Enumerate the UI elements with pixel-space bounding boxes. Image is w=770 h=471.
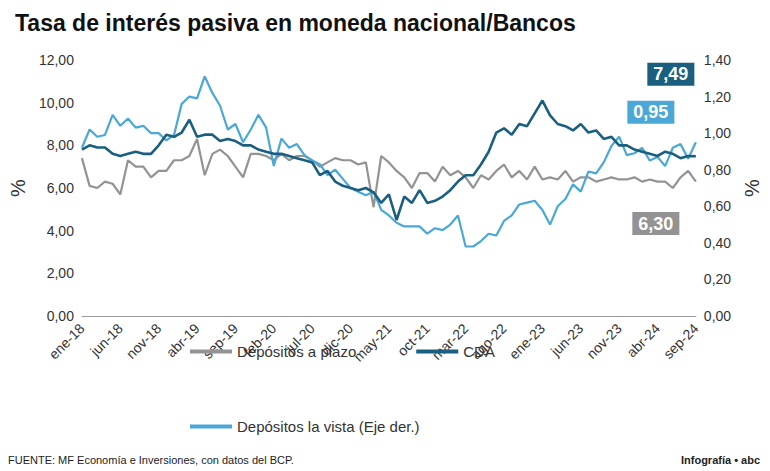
svg-text:Tasa de interés pasiva en mone: Tasa de interés pasiva en moneda naciona…: [15, 10, 576, 36]
svg-text:%: %: [7, 179, 29, 197]
svg-text:0,80: 0,80: [704, 162, 731, 178]
svg-text:nov-18: nov-18: [123, 320, 165, 362]
svg-text:0,40: 0,40: [704, 235, 731, 251]
svg-text:6,30: 6,30: [638, 214, 673, 234]
svg-text:dic-20: dic-20: [317, 320, 357, 359]
svg-text:ago-22: ago-22: [467, 320, 510, 363]
svg-text:ene-23: ene-23: [506, 320, 548, 362]
svg-text:0,00: 0,00: [704, 308, 731, 324]
svg-text:0,95: 0,95: [633, 102, 668, 122]
svg-text:jun-18: jun-18: [86, 320, 126, 360]
svg-text:4,00: 4,00: [47, 223, 74, 239]
svg-text:Depósitos la vista (Eje der.): Depósitos la vista (Eje der.): [237, 418, 420, 435]
svg-text:abr-24: abr-24: [623, 320, 663, 360]
svg-text:ene-18: ene-18: [45, 320, 87, 362]
svg-text:feb-20: feb-20: [240, 320, 280, 360]
svg-text:1,00: 1,00: [704, 125, 731, 141]
svg-text:12,00: 12,00: [39, 52, 74, 68]
svg-text:jul-20: jul-20: [282, 320, 318, 356]
svg-text:0,60: 0,60: [704, 198, 731, 214]
svg-text:FUENTE: MF Economía e Inversio: FUENTE: MF Economía e Inversiones, con d…: [8, 454, 294, 466]
svg-text:6,00: 6,00: [47, 180, 74, 196]
svg-text:mar-22: mar-22: [428, 320, 472, 363]
svg-text:sep-19: sep-19: [200, 320, 242, 362]
svg-text:CDA: CDA: [463, 343, 495, 360]
svg-text:jun-23: jun-23: [547, 320, 587, 360]
svg-text:1,20: 1,20: [704, 89, 731, 105]
svg-text:nov-23: nov-23: [583, 320, 625, 362]
svg-text:1,40: 1,40: [704, 52, 731, 68]
svg-text:8,00: 8,00: [47, 137, 74, 153]
svg-text:0,20: 0,20: [704, 271, 731, 287]
svg-text:7,49: 7,49: [653, 64, 688, 84]
svg-text:Depósitos a plazo: Depósitos a plazo: [237, 343, 356, 360]
svg-text:10,00: 10,00: [39, 95, 74, 111]
svg-text:2,00: 2,00: [47, 265, 74, 281]
svg-text:may-21: may-21: [350, 320, 394, 364]
svg-text:abr-19: abr-19: [163, 320, 203, 360]
svg-text:0,00: 0,00: [47, 308, 74, 324]
svg-text:%: %: [741, 179, 763, 197]
svg-text:sep-24: sep-24: [660, 320, 702, 362]
svg-text:oct-21: oct-21: [394, 320, 433, 360]
svg-text:Infografía • abc: Infografía • abc: [681, 454, 760, 466]
